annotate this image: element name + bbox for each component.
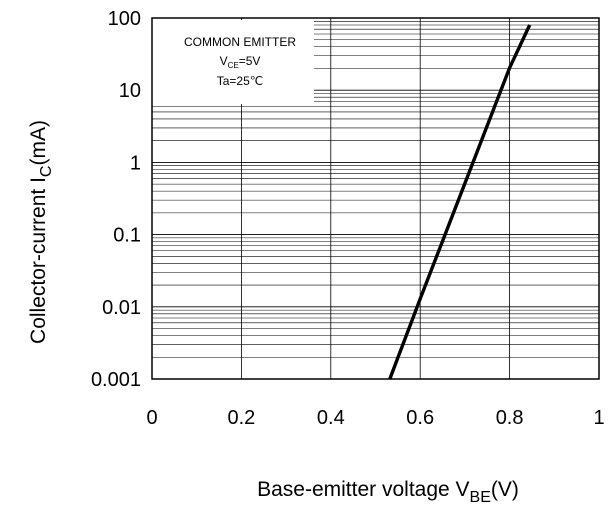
y-axis-label-main: Collector-current I <box>27 177 50 344</box>
legend-line-3: Ta=25℃ <box>217 74 264 88</box>
x-axis-label-sub: BE <box>470 489 491 506</box>
y-tick-label: 10 <box>119 80 141 102</box>
grid <box>152 18 599 379</box>
x-tick-label: 0.2 <box>227 407 255 429</box>
legend-line-2: VCE=5V <box>220 54 261 70</box>
legend-line-2-sub: CE <box>228 61 239 70</box>
y-tick-label: 0.1 <box>113 225 141 247</box>
y-tick-labels: 0.001 0.01 0.1 1 10 100 <box>91 8 141 391</box>
x-tick-label: 0.4 <box>317 407 345 429</box>
y-tick-label: 1 <box>130 152 141 174</box>
x-tick-label: 0.6 <box>406 407 434 429</box>
legend-box: COMMON EMITTER VCE=5V Ta=25℃ <box>152 20 314 104</box>
y-axis-label: Collector-current IC(mA) <box>27 120 55 344</box>
legend-line-1: COMMON EMITTER <box>184 35 296 49</box>
x-tick-labels: 0 0.2 0.4 0.6 0.8 1 <box>146 407 604 429</box>
x-tick-label: 1 <box>593 407 604 429</box>
x-axis-label-unit: (V) <box>491 478 519 501</box>
series-line <box>388 24 532 380</box>
y-tick-label: 0.01 <box>102 297 141 319</box>
y-tick-label: 0.001 <box>91 369 141 391</box>
x-axis-label: Base-emitter voltage VBE(V) <box>257 478 519 506</box>
y-axis-label-sub: C <box>38 166 55 178</box>
legend-line-2-main: V <box>220 54 228 68</box>
series-layer <box>388 24 532 380</box>
legend-line-2-rest: =5V <box>239 54 261 68</box>
legend-background <box>152 20 314 104</box>
y-tick-label: 100 <box>108 8 141 30</box>
x-tick-label: 0.8 <box>496 407 524 429</box>
x-tick-label: 0 <box>146 407 157 429</box>
x-axis-label-main: Base-emitter voltage V <box>257 478 469 501</box>
y-axis-label-unit: (mA) <box>27 120 50 166</box>
plot-frame <box>151 17 600 380</box>
